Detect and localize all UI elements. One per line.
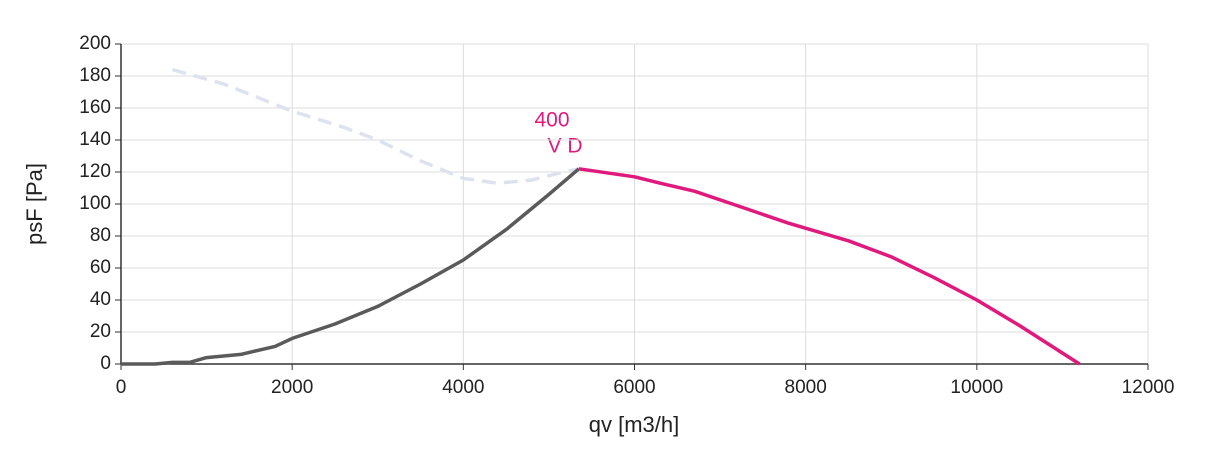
y-tick-label: 160 [79,97,111,118]
y-tick-label: 20 [90,321,111,342]
curve [171,67,580,185]
y-tick-label: 120 [79,161,111,182]
x-axis-label: qv [m3/h] [589,412,679,437]
x-tick-label: 2000 [271,377,313,398]
x-tick-label: 0 [116,377,127,398]
x-tick-label: 10000 [950,377,1003,398]
curve [578,167,1081,366]
y-tick-label: 200 [79,33,111,54]
x-tick-label: 8000 [785,377,827,398]
annotation: 400 [534,109,569,132]
y-tick-label: 180 [79,65,111,86]
y-axis-label: psF [Pa] [22,163,47,245]
y-tick-label: 80 [90,225,111,246]
y-tick-label: 60 [90,257,111,278]
y-tick-label: 40 [90,289,111,310]
y-tick-label: 0 [100,353,111,374]
curve [121,167,581,366]
x-tick-label: 6000 [613,377,655,398]
x-tick-label: 12000 [1122,377,1175,398]
y-tick-label: 100 [79,193,111,214]
x-tick-label: 4000 [442,377,484,398]
annotation: V D [547,135,582,158]
y-tick-label: 140 [79,129,111,150]
